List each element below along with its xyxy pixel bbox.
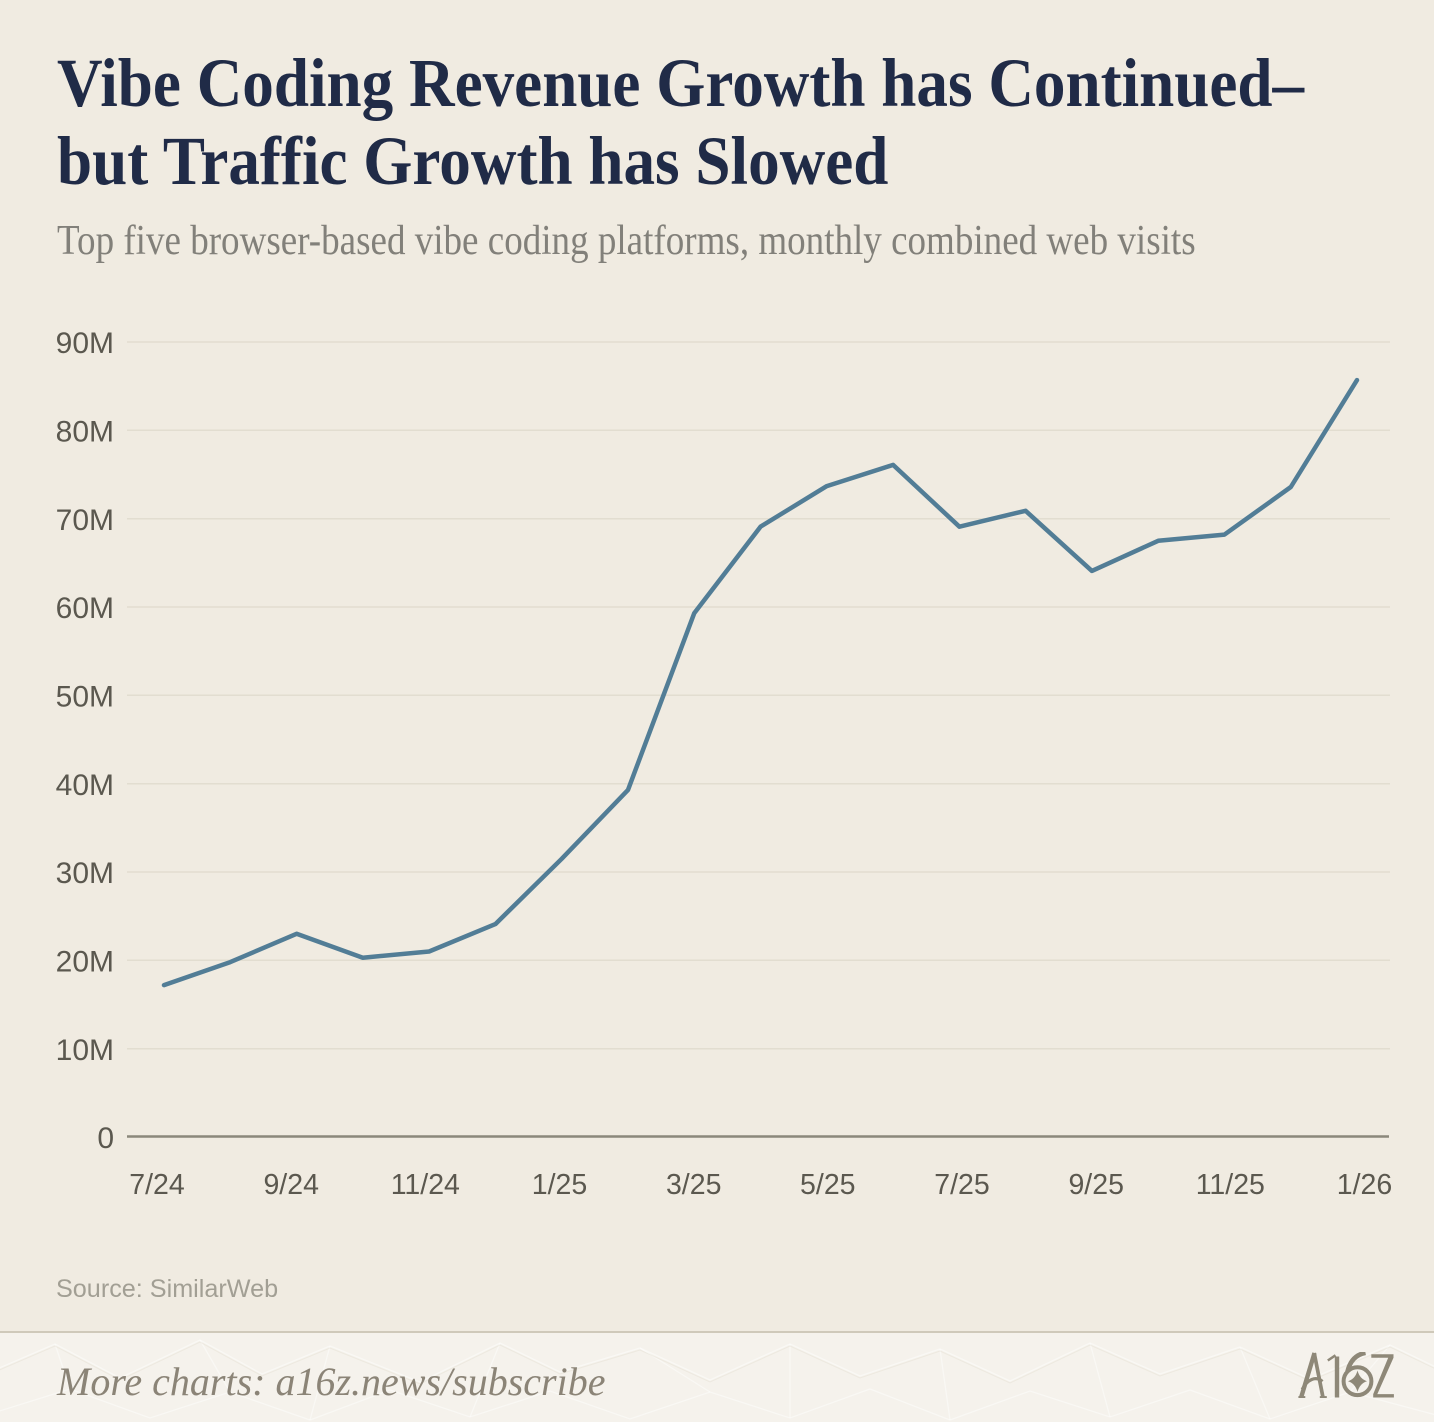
svg-text:11/24: 11/24 (391, 1169, 460, 1201)
svg-text:9/24: 9/24 (263, 1169, 319, 1201)
svg-text:50M: 50M (56, 680, 114, 713)
svg-text:1/26: 1/26 (1337, 1169, 1392, 1201)
svg-text:9/25: 9/25 (1068, 1169, 1123, 1201)
svg-text:30M: 30M (56, 857, 114, 890)
svg-text:7/24: 7/24 (129, 1169, 185, 1201)
svg-text:10M: 10M (56, 1034, 114, 1067)
svg-text:3/25: 3/25 (666, 1169, 721, 1201)
svg-text:90M: 90M (56, 327, 114, 360)
svg-text:5/25: 5/25 (800, 1169, 855, 1201)
svg-text:20M: 20M (56, 945, 114, 978)
svg-text:40M: 40M (56, 769, 114, 802)
svg-text:80M: 80M (56, 415, 114, 448)
svg-text:Source: SimilarWeb: Source: SimilarWeb (56, 1275, 278, 1303)
svg-text:1/25: 1/25 (532, 1169, 587, 1201)
svg-text:7/25: 7/25 (934, 1169, 989, 1201)
svg-text:70M: 70M (56, 504, 114, 537)
svg-text:11/25: 11/25 (1196, 1169, 1265, 1201)
svg-text:0: 0 (97, 1122, 114, 1155)
svg-text:60M: 60M (56, 592, 114, 625)
